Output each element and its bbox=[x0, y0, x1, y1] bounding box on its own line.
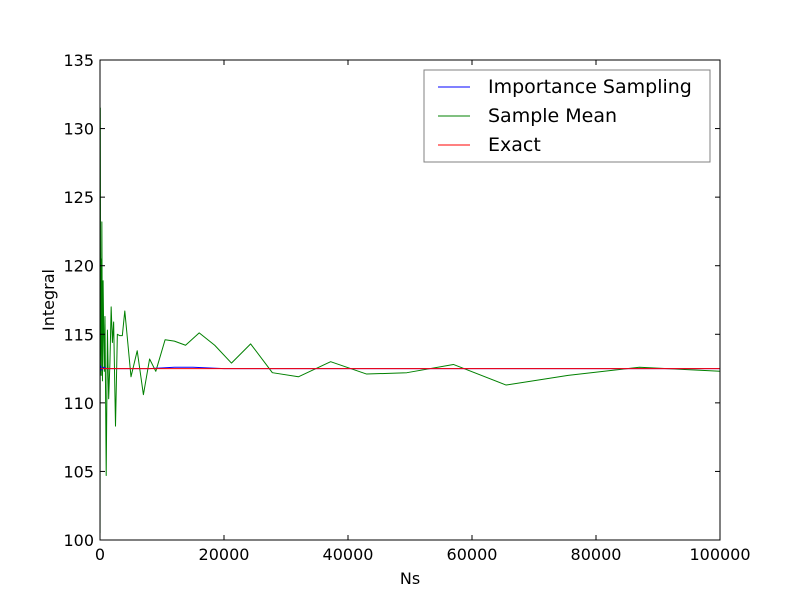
y-tick-label: 115 bbox=[63, 325, 94, 344]
x-tick-label: 100000 bbox=[689, 545, 750, 564]
series-line-sample-mean bbox=[99, 107, 721, 534]
legend-label-exact: Exact bbox=[488, 134, 541, 156]
x-tick-label: 60000 bbox=[447, 545, 498, 564]
series-layer bbox=[99, 107, 721, 534]
y-axis-label: Integral bbox=[39, 269, 58, 331]
x-tick-label: 80000 bbox=[571, 545, 622, 564]
x-tick-label: 40000 bbox=[323, 545, 374, 564]
y-tick-label: 120 bbox=[63, 257, 94, 276]
y-tick-label: 110 bbox=[63, 394, 94, 413]
plot-frame bbox=[99, 59, 721, 541]
y-tick-label: 105 bbox=[63, 462, 94, 481]
x-tick-label: 0 bbox=[95, 545, 105, 564]
legend: Importance Sampling Sample Mean Exact bbox=[423, 69, 711, 163]
x-axis-label: Ns bbox=[400, 569, 420, 588]
y-tick-label: 130 bbox=[63, 120, 94, 139]
legend-label-sample-mean: Sample Mean bbox=[488, 105, 617, 127]
legend-frame bbox=[423, 69, 711, 163]
y-tick-label: 135 bbox=[63, 51, 94, 70]
y-tick-label: 125 bbox=[63, 188, 94, 207]
tick-labels: 0 20000 40000 60000 80000 100000 100 105 110 115 1… bbox=[63, 51, 750, 564]
y-tick-label: 100 bbox=[63, 531, 94, 550]
legend-label-importance-sampling: Importance Sampling bbox=[488, 76, 692, 98]
x-tick-label: 20000 bbox=[199, 545, 250, 564]
